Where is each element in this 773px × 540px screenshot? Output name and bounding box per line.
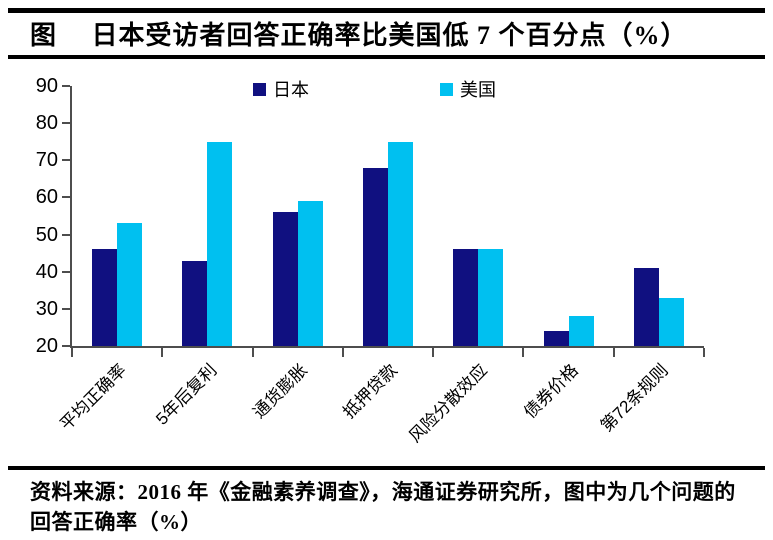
y-axis-tick-mark: [62, 307, 70, 310]
bar: [117, 223, 143, 346]
legend-swatch-icon: [440, 82, 453, 96]
bar: [272, 212, 298, 346]
y-axis-tick-mark: [62, 345, 70, 347]
y-axis-tick-label: 30: [35, 297, 58, 320]
bar: [543, 331, 569, 346]
bar: [658, 297, 684, 346]
y-axis-tick-label: 70: [35, 149, 58, 172]
x-axis-category-label: 抵押贷款: [339, 360, 401, 423]
y-axis-tick-label: 50: [35, 223, 58, 246]
y-axis-tick-label: 60: [35, 186, 58, 209]
y-axis-tick-label: 40: [35, 260, 58, 283]
x-axis-tick-mark: [71, 348, 73, 357]
bar: [363, 167, 388, 346]
plot-area: [70, 86, 704, 348]
x-axis-tick-mark: [251, 348, 254, 357]
bar: [633, 268, 659, 346]
x-axis-tick-mark: [612, 348, 615, 357]
bar: [297, 201, 323, 346]
bar: [568, 316, 594, 346]
legend-item: 日本: [253, 76, 309, 102]
x-axis-category-label: 债券价格: [520, 360, 582, 423]
legend-item: 美国: [440, 76, 496, 102]
bar: [92, 249, 118, 346]
x-axis-tick-mark: [341, 348, 344, 357]
source-note: 资料来源：2016 年《金融素养调查》，海通证券研究所，图中为几个问题的回答正确…: [30, 480, 736, 535]
x-axis-category-label: 风险分散效应: [405, 360, 492, 447]
y-axis-tick-mark: [62, 85, 70, 87]
x-axis-tick-mark: [703, 348, 705, 357]
y-axis-tick-mark: [62, 159, 70, 162]
x-axis-category-label: 平均正确率: [56, 360, 131, 435]
legend-item-label: 日本: [273, 80, 309, 100]
legend-item-label: 美国: [460, 80, 496, 100]
y-axis-tick-label: 80: [35, 112, 58, 135]
x-axis-category-label: 5年后复利: [152, 360, 221, 429]
x-axis-tick-mark: [432, 348, 435, 357]
chart-legend: 日本 美国: [0, 76, 773, 100]
y-axis-tick-label: 20: [35, 335, 58, 357]
y-axis-tick-mark: [62, 270, 70, 273]
bar: [478, 249, 504, 346]
title-bottom-rule: [8, 55, 765, 59]
x-axis-category-label: 通货膨胀: [249, 360, 311, 423]
y-axis-tick-mark: [62, 196, 70, 199]
y-axis-tick-label: 90: [35, 75, 58, 97]
bar: [388, 141, 413, 346]
legend-swatch-icon: [253, 82, 266, 96]
y-axis-tick-mark: [62, 122, 70, 125]
x-axis-tick-mark: [161, 348, 164, 357]
bar: [207, 141, 233, 346]
bar: [453, 249, 479, 346]
y-axis-tick-mark: [62, 233, 70, 236]
bar: [182, 260, 208, 346]
footer-top-rule: [8, 466, 765, 470]
x-axis-tick-mark: [522, 348, 525, 357]
figure-title: 图 日本受访者回答正确率比美国低 7 个百分点（%）: [30, 21, 688, 50]
top-border-rule: [8, 8, 765, 13]
x-axis-category-label: 第72条规则: [596, 360, 672, 436]
